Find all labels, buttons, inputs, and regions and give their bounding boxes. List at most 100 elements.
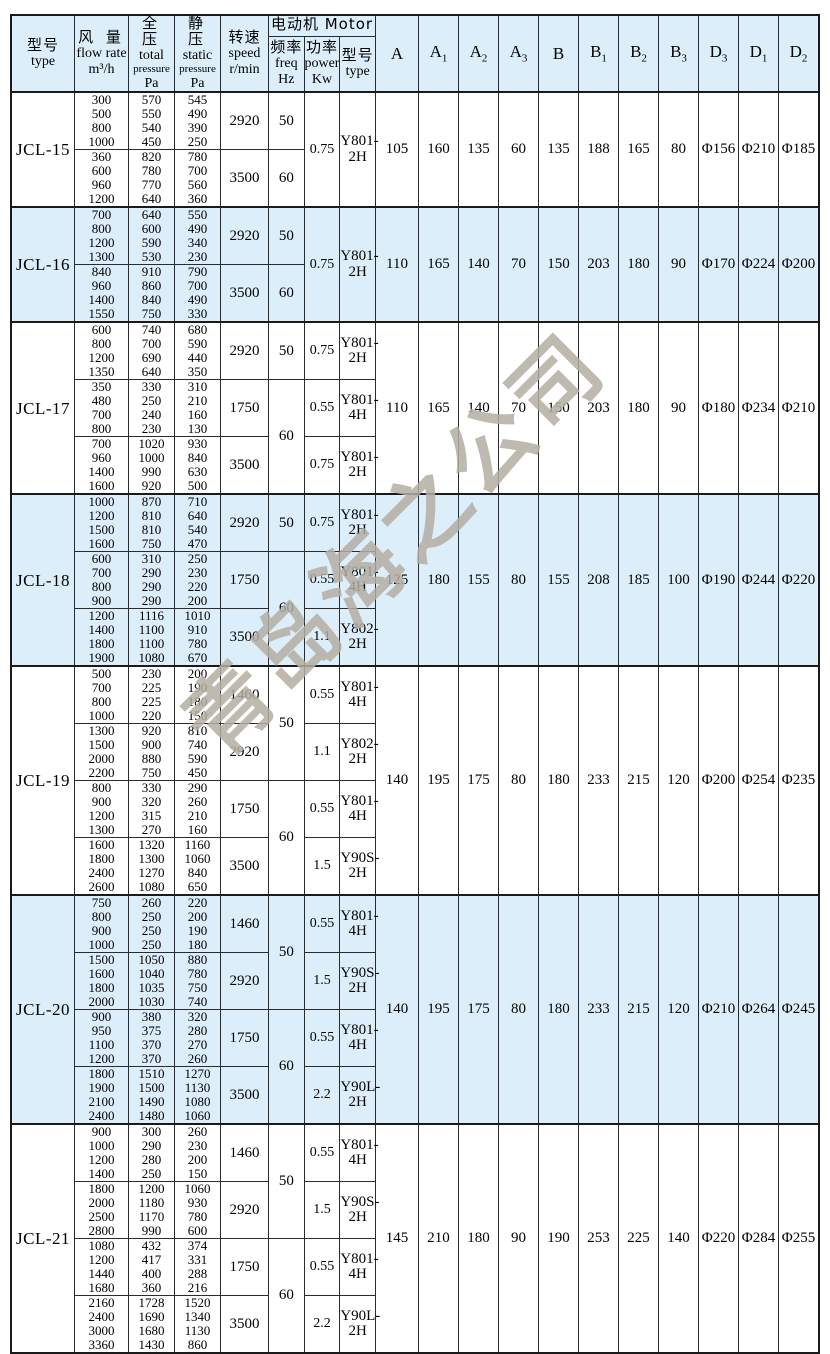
- col-header-motor-group: 电动机 Motor: [268, 14, 376, 37]
- cell-motor-type: Y801-4H: [339, 379, 379, 438]
- cell-flow-rate: 700 800 1200 1300: [74, 206, 129, 266]
- cell-speed: 3500: [220, 436, 269, 495]
- cell-dim-b3: 100: [658, 493, 699, 667]
- cell-motor-freq: 60: [268, 1238, 305, 1354]
- cell-dim-b3: 140: [658, 1123, 699, 1354]
- cell-motor-type: Y801-4H: [339, 1123, 379, 1183]
- table-row: 1500 1600 1800 2000 1050 1040 1035 1030 880 780 75…: [11, 952, 819, 1011]
- col-header-total-pressure: 全 压 total pressure Pa: [128, 14, 175, 93]
- cell-total-pressure: 1116 1100 1100 1080: [128, 608, 175, 667]
- cell-flow-rate: 900 950 1100 1200: [74, 1009, 129, 1068]
- cell-dim-d2: Φ255: [778, 1123, 820, 1354]
- table-header: 型号 type 风 量 flow rate m³/h 全 压 total pressure Pa…: [10, 14, 820, 93]
- cell-dim-d3: Φ220: [698, 1123, 739, 1354]
- cell-dim-b3: 90: [658, 321, 699, 495]
- cell-motor-freq: 60: [268, 551, 305, 667]
- cell-dim-a3: 70: [498, 206, 539, 323]
- cell-dim-d2: Φ235: [778, 665, 820, 896]
- cell-dim-b1: 188: [578, 91, 619, 208]
- cell-static-pressure: 1060 930 780 600: [174, 1181, 221, 1240]
- cell-speed: 1750: [220, 379, 269, 438]
- cell-dim-b1: 233: [578, 665, 619, 896]
- cell-total-pressure: 310 290 290 290: [128, 551, 175, 610]
- cell-motor-type: Y90L-2H: [339, 1066, 380, 1125]
- cell-flow-rate: 1000 1200 1500 1600: [74, 493, 129, 553]
- cell-speed: 1750: [220, 551, 269, 610]
- cell-model-jcl-21: JCL-21: [10, 1123, 75, 1354]
- cell-speed: 1750: [220, 780, 269, 839]
- cell-total-pressure: 260 250 250 250: [128, 894, 175, 954]
- cell-model-jcl-15: JCL-15: [10, 91, 75, 208]
- cell-static-pressure: 930 840 630 500: [174, 436, 221, 495]
- cell-motor-type: Y90L-2H: [339, 1295, 380, 1354]
- cell-static-pressure: 710 640 540 470: [174, 493, 221, 553]
- cell-flow-rate: 900 1000 1200 1400: [74, 1123, 129, 1183]
- cell-total-pressure: 1050 1040 1035 1030: [128, 952, 175, 1011]
- table-row: JCL-17 600 800 1200 1350 740 700 690 640 680 590 44…: [10, 321, 820, 495]
- cell-dim-b: 150: [538, 206, 579, 323]
- cell-dim-b3: 90: [658, 206, 699, 323]
- cell-flow-rate: 800 900 1200 1300: [74, 780, 129, 839]
- cell-total-pressure: 230 225 225 220: [128, 665, 175, 725]
- cell-static-pressure: 310 210 160 130: [174, 379, 221, 438]
- cell-dim-d1: Φ264: [738, 894, 779, 1125]
- cell-dim-a1: 180: [418, 493, 459, 667]
- cell-dim-b3: 120: [658, 665, 699, 896]
- cell-dim-a2: 175: [458, 665, 499, 896]
- cell-motor-type: Y801-2H: [339, 91, 379, 208]
- cell-dim-b3: 120: [658, 894, 699, 1125]
- cell-flow-rate: 1200 1400 1800 1900: [74, 608, 129, 667]
- cell-dim-d1: Φ234: [738, 321, 779, 495]
- cell-model-jcl-18: JCL-18: [10, 493, 75, 667]
- cell-motor-power: 0.55: [303, 1238, 341, 1297]
- cell-static-pressure: 810 740 590 450: [174, 723, 221, 782]
- cell-static-pressure: 550 490 340 230: [174, 206, 221, 266]
- cell-motor-type: Y801-2H: [339, 321, 379, 381]
- cell-total-pressure: 640 600 590 530: [128, 206, 175, 266]
- cell-model-jcl-16: JCL-16: [10, 206, 75, 323]
- cell-dim-a2: 180: [458, 1123, 499, 1354]
- cell-motor-type: Y801-4H: [339, 1238, 379, 1297]
- fan-specification-table: 型号 type 风 量 flow rate m³/h 全 压 total pressure Pa…: [10, 14, 820, 1354]
- cell-motor-freq: 50: [268, 206, 305, 266]
- table-row: 1800 1900 2100 2400 1510 1500 1490 1480 1270 1130…: [11, 1066, 819, 1125]
- cell-static-pressure: 320 280 270 260: [174, 1009, 221, 1068]
- cell-dim-a1: 165: [418, 321, 459, 495]
- cell-speed: 3500: [220, 264, 269, 323]
- col-header-model-type: 型号 type: [10, 14, 75, 93]
- col-header-dim-b2: B2: [618, 14, 659, 93]
- cell-total-pressure: 300 290 280 250: [128, 1123, 175, 1183]
- cell-dim-b: 180: [538, 665, 579, 896]
- table-row: JCL-19 500 700 800 1000 230 225 225 220 200 190 180…: [10, 665, 820, 896]
- cell-flow-rate: 840 960 1400 1550: [74, 264, 129, 323]
- cell-motor-power: 2.2: [303, 1295, 341, 1354]
- cell-total-pressure: 820 780 770 640: [128, 149, 175, 208]
- cell-speed: 2920: [220, 493, 269, 553]
- cell-motor-power: 1.5: [303, 1181, 341, 1240]
- cell-dim-a2: 140: [458, 321, 499, 495]
- cell-motor-freq: 60: [268, 379, 305, 495]
- cell-speed: 3500: [220, 1066, 269, 1125]
- cell-dim-a2: 155: [458, 493, 499, 667]
- cell-motor-type: Y801-4H: [339, 665, 379, 725]
- page-root: 青岛海之公司 型号 type 风 量 flow rate m³/h 全 压 total pre…: [10, 14, 820, 1354]
- cell-dim-d2: Φ200: [778, 206, 820, 323]
- cell-static-pressure: 790 700 490 330: [174, 264, 221, 323]
- col-header-dim-d1: D1: [738, 14, 779, 93]
- cell-flow-rate: 700 960 1400 1600: [74, 436, 129, 495]
- cell-flow-rate: 600 800 1200 1350: [74, 321, 129, 381]
- cell-dim-b2: 180: [618, 206, 659, 323]
- cell-motor-power: 0.55: [303, 780, 341, 839]
- cell-motor-freq: 50: [268, 1123, 305, 1240]
- cell-dim-a1: 195: [418, 665, 459, 896]
- cell-motor-power: 2.2: [303, 1066, 341, 1125]
- cell-motor-power: 1.1: [303, 723, 341, 782]
- cell-motor-power: 0.55: [303, 551, 341, 610]
- cell-motor-type: Y801-2H: [339, 436, 379, 495]
- cell-dim-b1: 203: [578, 206, 619, 323]
- col-header-motor-type: 型号 type: [339, 35, 376, 93]
- cell-dim-a: 125: [375, 493, 419, 667]
- col-header-motor-freq: 频率 freq Hz: [268, 35, 305, 93]
- cell-motor-power: 1.5: [303, 952, 341, 1011]
- cell-model-jcl-19: JCL-19: [10, 665, 75, 896]
